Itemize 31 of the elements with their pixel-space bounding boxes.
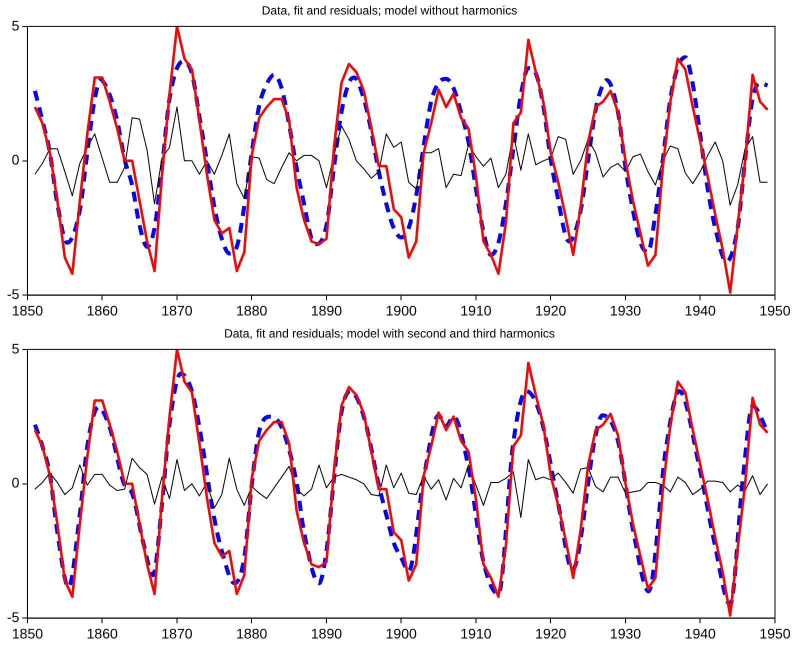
x-tick-label: 1860: [86, 625, 118, 642]
y-tick-label: -5: [6, 286, 20, 302]
y-tick-label: 5: [12, 17, 20, 34]
x-tick-label: 1940: [684, 302, 716, 318]
x-tick-label: 1900: [386, 302, 418, 318]
x-tick-label: 1930: [610, 302, 642, 318]
x-tick-label: 1890: [310, 302, 342, 318]
chart-title: Data, fit and residuals; model with second and third harmonics: [224, 326, 555, 341]
x-tick-label: 1880: [236, 625, 268, 642]
y-tick-label: -5: [6, 609, 20, 626]
x-tick-label: 1920: [535, 302, 567, 318]
x-tick-label: 1920: [535, 625, 567, 642]
x-tick-label: 1850: [12, 302, 44, 318]
x-tick-label: 1930: [610, 625, 642, 642]
x-tick-label: 1910: [460, 302, 492, 318]
y-tick-label: 0: [12, 152, 20, 168]
y-tick-label: 0: [12, 474, 20, 491]
chart-title: Data, fit and residuals; model without harmonics: [262, 4, 518, 18]
x-tick-label: 1950: [759, 625, 791, 642]
x-tick-label: 1910: [460, 625, 492, 642]
x-tick-label: 1900: [386, 625, 418, 642]
x-tick-label: 1950: [759, 302, 791, 318]
x-tick-label: 1870: [161, 302, 193, 318]
x-tick-label: 1850: [12, 625, 44, 642]
x-tick-label: 1870: [161, 625, 193, 642]
x-tick-label: 1860: [86, 302, 118, 318]
x-tick-label: 1880: [236, 302, 268, 318]
line-series: [32, 55, 770, 264]
x-tick-label: 1890: [310, 625, 342, 642]
y-tick-label: 5: [12, 340, 20, 356]
x-tick-label: 1940: [684, 625, 716, 642]
